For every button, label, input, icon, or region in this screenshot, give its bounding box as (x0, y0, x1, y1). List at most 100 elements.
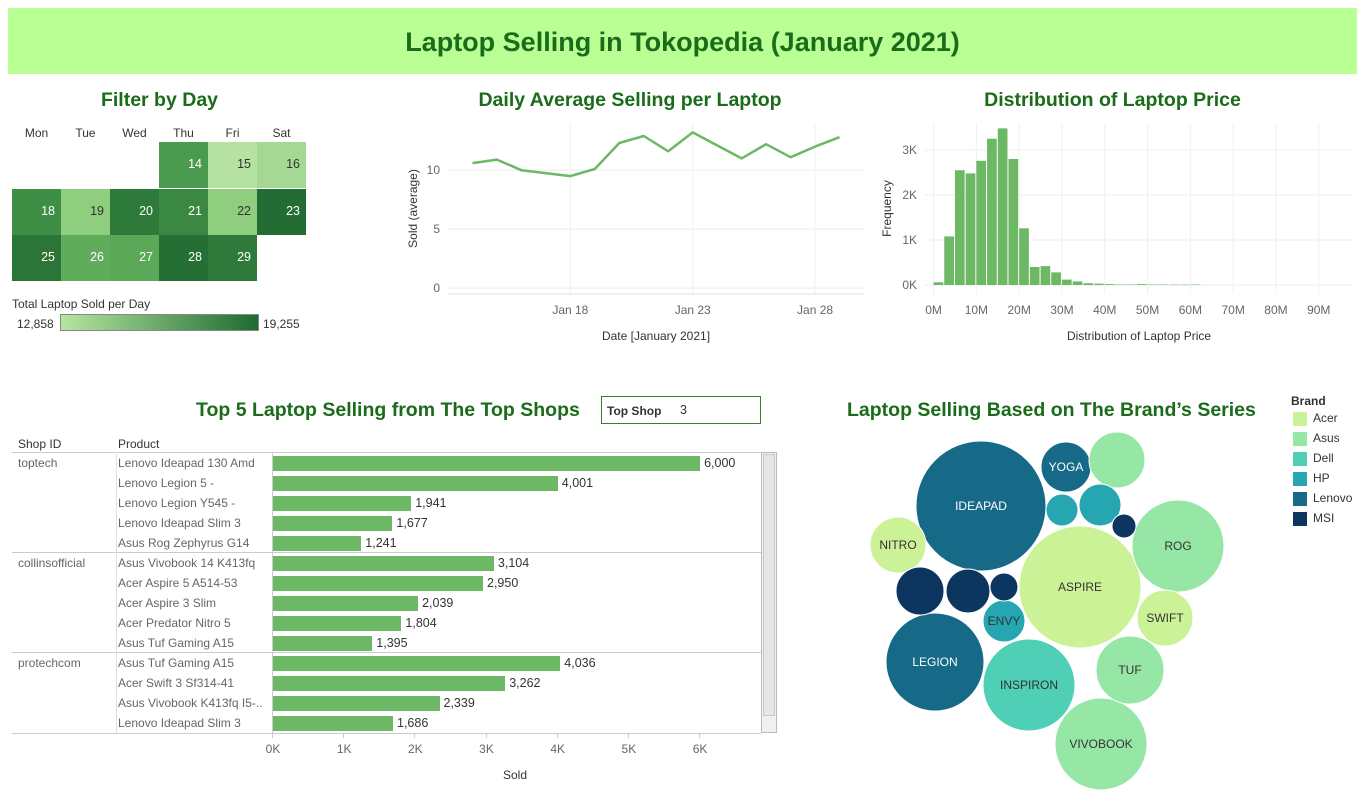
x-tick-label: 4K (550, 742, 566, 756)
calendar-day-label: 23 (286, 203, 300, 218)
bubble-msi (945, 568, 991, 614)
brand-legend-title: Brand (1291, 394, 1326, 408)
bubble-label: SWIFT (1146, 611, 1184, 625)
sold-bar (273, 456, 701, 471)
x-tick-mark (272, 734, 273, 738)
legend-swatch (1293, 411, 1307, 426)
sold-value-label: 3,104 (497, 556, 530, 570)
y-tick-label: 10 (427, 163, 441, 177)
calendar-day-16[interactable]: 16 (257, 142, 306, 188)
calendar-day-20[interactable]: 20 (110, 188, 159, 235)
bubble-label: IDEAPAD (955, 499, 1007, 513)
product-label: Asus Tuf Gaming A15 (118, 636, 235, 650)
calendar-day-21[interactable]: 21 (159, 188, 208, 235)
legend-min-value: 12,858 (17, 317, 54, 331)
calendar-day-14[interactable]: 14 (159, 142, 208, 188)
calendar-day-label: 28 (188, 250, 202, 264)
bubble-rog (1131, 499, 1225, 593)
sold-bar (273, 496, 412, 511)
histogram-bar (1094, 283, 1104, 285)
calendar-day-27[interactable]: 27 (110, 235, 159, 281)
bubble-tuf (1095, 635, 1165, 705)
sold-bar (273, 516, 393, 531)
calendar-day-28[interactable]: 28 (159, 235, 208, 281)
histogram-bar (965, 173, 976, 285)
bubble-legion (885, 612, 985, 712)
calendar-day-19[interactable]: 19 (61, 188, 110, 235)
sold-value-label: 1,686 (397, 716, 429, 730)
sold-bar (273, 556, 494, 571)
x-tick-mark (485, 734, 487, 738)
legend-label: HP (1313, 471, 1330, 485)
x-tick-label: 50M (1136, 303, 1159, 317)
legend-label: Asus (1313, 431, 1340, 445)
histogram-bar (1115, 284, 1126, 286)
calendar-day-label: 19 (90, 203, 104, 218)
bubble-label: ROG (1164, 539, 1191, 553)
bubble-label: LEGION (912, 655, 957, 669)
histogram-bar (1072, 281, 1083, 285)
bubble-label: YOGA (1049, 460, 1084, 474)
column-separator (116, 452, 117, 733)
weekday-label-tue: Tue (75, 126, 96, 140)
calendar-day-23[interactable]: 23 (257, 188, 306, 235)
sold-value-label: 6,000 (704, 456, 736, 470)
histogram-bar (1019, 228, 1029, 285)
calendar-day-29[interactable]: 29 (208, 235, 257, 281)
column-header-product: Product (118, 437, 160, 451)
x-tick-label: 3K (479, 742, 494, 756)
shop-id-label: collinsofficial (18, 556, 86, 570)
histogram-bar (1179, 284, 1190, 286)
brand-legend-item-asus[interactable]: Asus (1293, 431, 1340, 446)
brand-legend-item-hp[interactable]: HP (1293, 471, 1330, 486)
sold-bar (273, 656, 561, 671)
bubble-label: NITRO (879, 538, 916, 552)
legend-swatch (1293, 511, 1307, 526)
x-tick-label: 2K (408, 742, 423, 756)
top-shop-value[interactable]: 3 (680, 403, 687, 417)
sold-bar (273, 716, 393, 731)
shop-id-label: protechcom (18, 656, 81, 670)
brand-legend-item-acer[interactable]: Acer (1293, 411, 1338, 426)
histogram-bar (1051, 272, 1061, 285)
legend-swatch (1293, 471, 1307, 486)
histogram-bar (954, 170, 965, 285)
calendar-day-label: 14 (188, 157, 202, 171)
brand-legend-item-msi[interactable]: MSI (1293, 511, 1334, 526)
x-tick-label: 10M (965, 303, 988, 317)
brand-legend-item-dell[interactable]: Dell (1293, 451, 1334, 466)
product-label: Asus Vivobook 14 K413fq (118, 556, 256, 570)
sold-value-label: 2,339 (443, 696, 475, 710)
daily-average-line-chart: 0 5 10 Jan 18 Jan 23 Jan 28 Date [January 2021… (406, 123, 864, 343)
bubble-label: TUF (1118, 663, 1141, 677)
y-axis-title: Frequency (880, 180, 894, 237)
calendar-day-18[interactable]: 18 (12, 188, 61, 235)
histogram-bar (1147, 284, 1158, 286)
product-label: Lenovo Ideapad 130 Amd (118, 456, 255, 470)
histogram-bar (1190, 284, 1201, 286)
bubble-hp (1078, 483, 1122, 527)
scrollbar-thumb[interactable] (763, 454, 775, 716)
calendar-day-label: 16 (286, 157, 300, 171)
bubble-msi (895, 566, 945, 616)
bubble-hp (1045, 493, 1079, 527)
product-label: Acer Aspire 3 Slim (118, 596, 217, 610)
calendar-day-15[interactable]: 15 (208, 142, 257, 188)
brand-legend-item-lenovo[interactable]: Lenovo (1293, 491, 1352, 506)
calendar-day-25[interactable]: 25 (12, 235, 61, 281)
top-shop-filter[interactable]: Top Shop 3 (601, 396, 761, 424)
x-tick-mark (414, 734, 416, 738)
calendar-day-22[interactable]: 22 (208, 188, 257, 235)
weekday-label-mon: Mon (24, 126, 49, 140)
sold-value-label: 1,804 (405, 616, 437, 630)
product-label: Lenovo Ideapad Slim 3 (118, 716, 241, 730)
calendar-day-26[interactable]: 26 (61, 235, 110, 281)
bubble-nitro (869, 516, 927, 574)
y-tick-label: 2K (902, 188, 917, 202)
weekday-label-sat: Sat (272, 126, 291, 140)
sold-value-label: 3,262 (509, 676, 541, 690)
product-label: Acer Aspire 5 A514-53 (118, 576, 238, 590)
x-tick-label: 40M (1093, 303, 1116, 317)
sold-value-label: 1,395 (376, 636, 408, 650)
product-label: Lenovo Legion 5 - (118, 476, 215, 490)
